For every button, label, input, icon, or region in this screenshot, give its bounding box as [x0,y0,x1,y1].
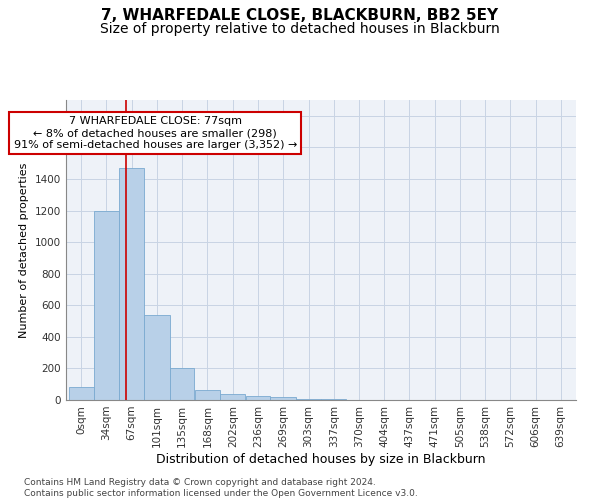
Bar [94,210,119,400]
Text: 7, WHARFEDALE CLOSE, BLACKBURN, BB2 5EY: 7, WHARFEDALE CLOSE, BLACKBURN, BB2 5EY [101,8,499,22]
Text: 7 WHARFEDALE CLOSE: 77sqm
← 8% of detached houses are smaller (298)
91% of semi-: 7 WHARFEDALE CLOSE: 77sqm ← 8% of detach… [14,116,297,150]
Text: Contains HM Land Registry data © Crown copyright and database right 2024.
Contai: Contains HM Land Registry data © Crown c… [24,478,418,498]
Y-axis label: Number of detached properties: Number of detached properties [19,162,29,338]
Bar [246,396,270,400]
Bar [145,314,170,400]
Bar [271,396,296,400]
Bar [68,388,94,400]
Bar [296,398,321,400]
Bar [119,168,144,400]
Bar [170,368,194,400]
Bar [220,394,245,400]
X-axis label: Distribution of detached houses by size in Blackburn: Distribution of detached houses by size … [156,452,486,466]
Bar [322,399,346,400]
Bar [195,390,220,400]
Text: Size of property relative to detached houses in Blackburn: Size of property relative to detached ho… [100,22,500,36]
